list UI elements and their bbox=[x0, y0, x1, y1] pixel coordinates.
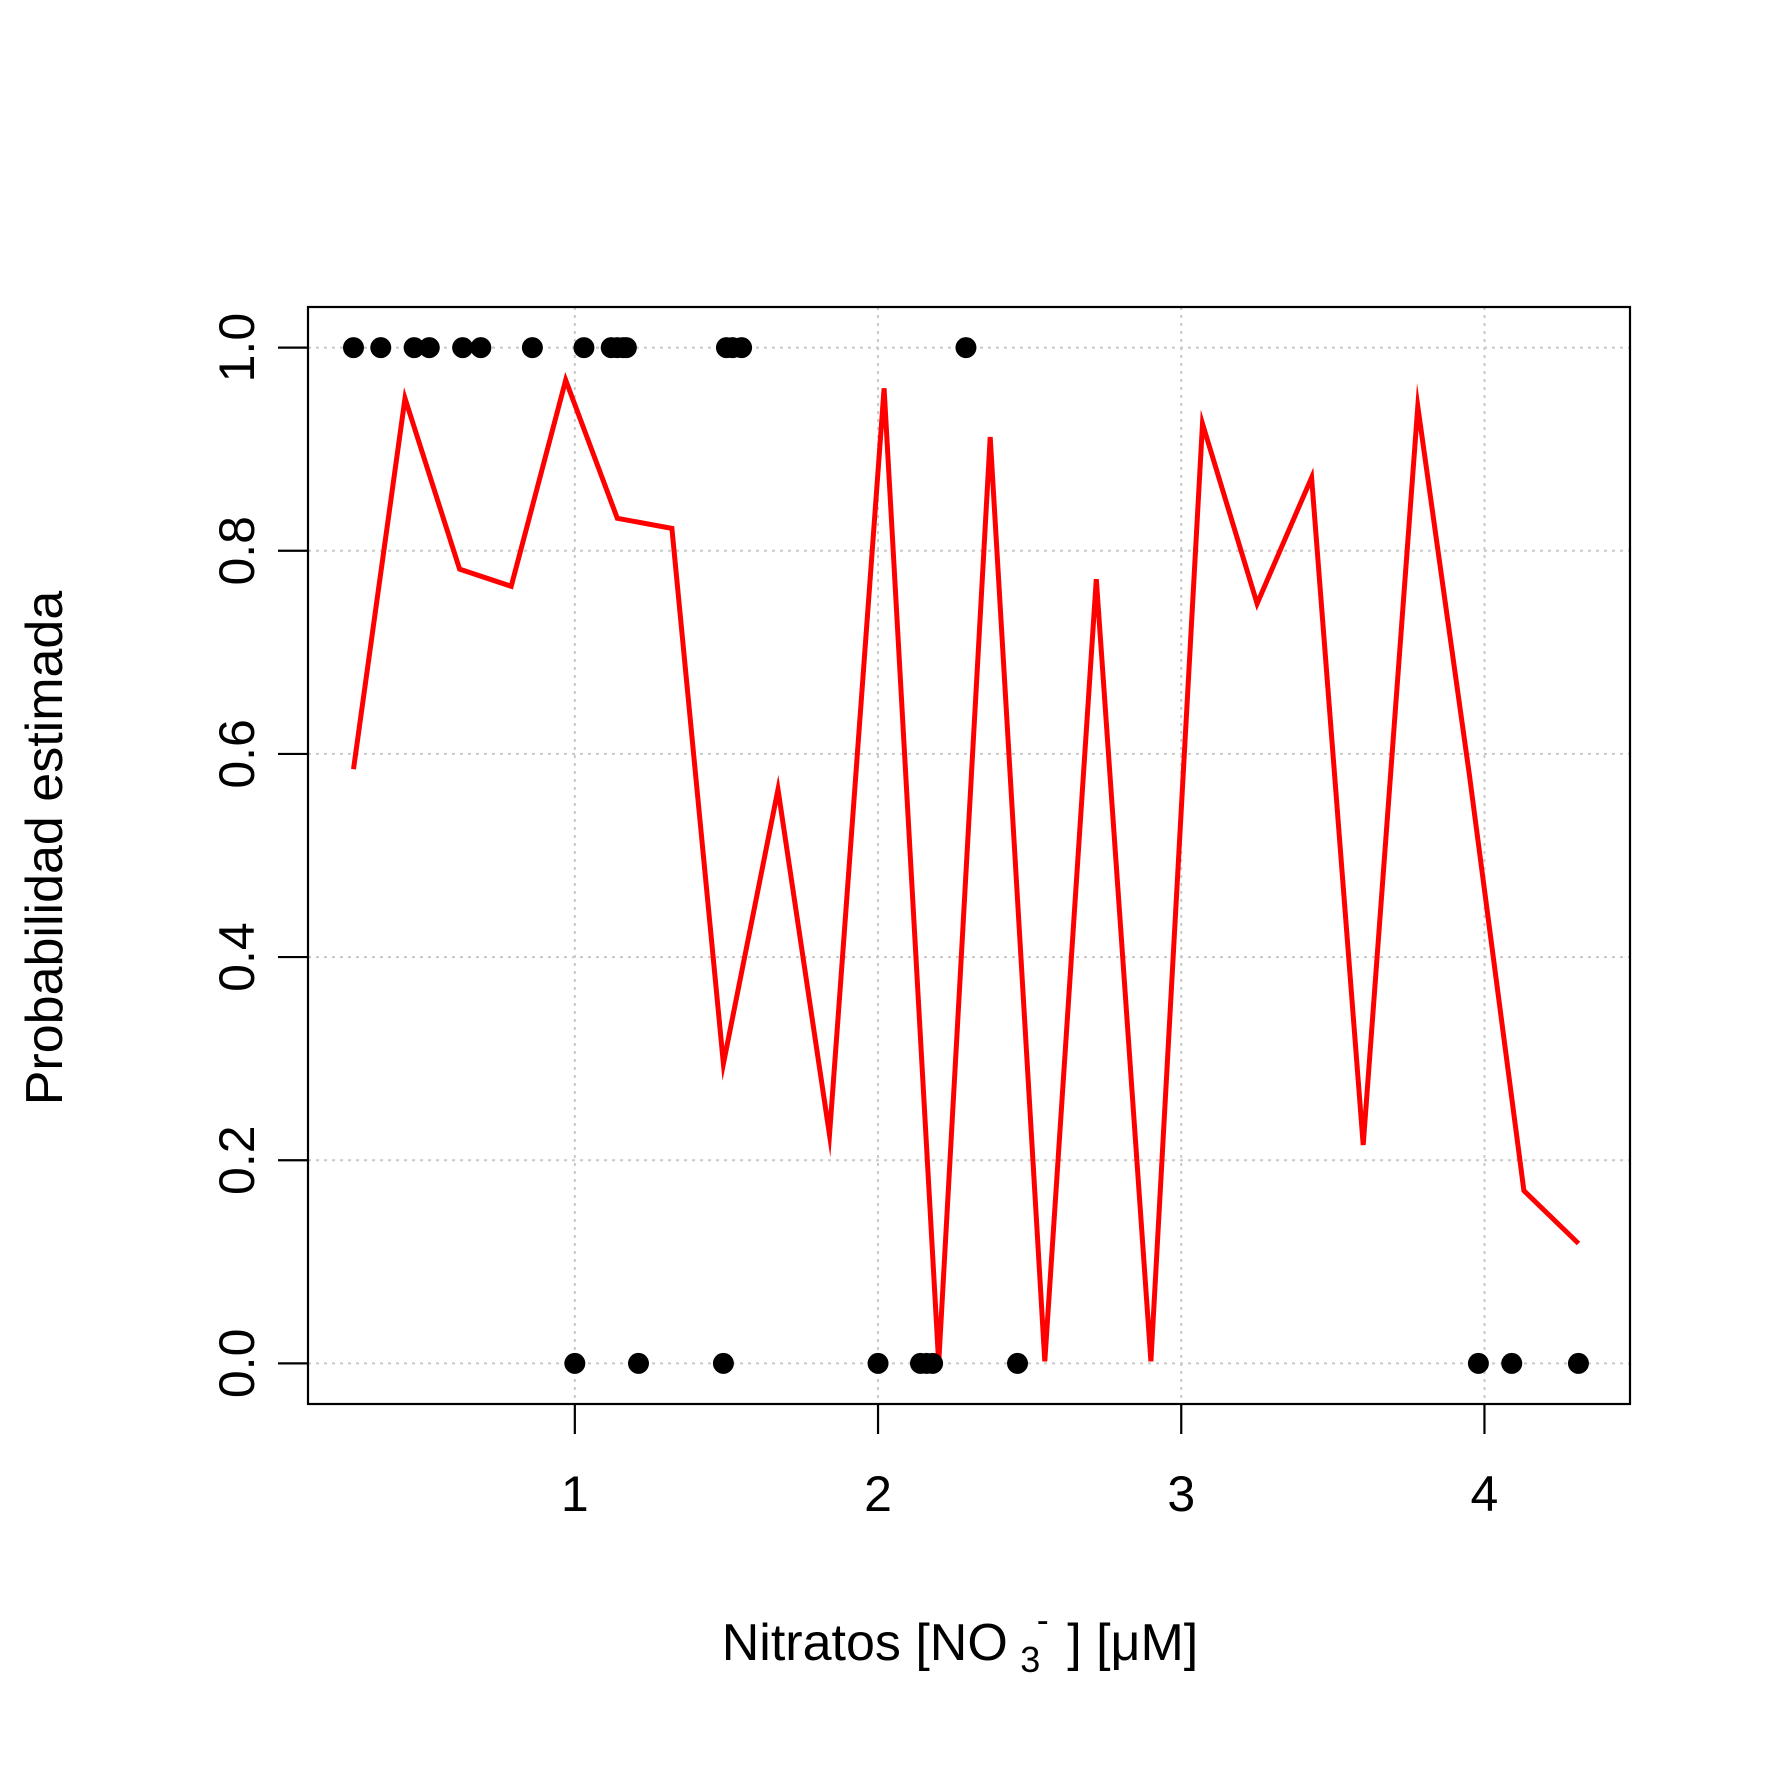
data-point bbox=[615, 337, 637, 359]
grid bbox=[308, 307, 1630, 1404]
data-point bbox=[955, 337, 977, 359]
data-point bbox=[712, 1352, 734, 1374]
x-tick-label: 3 bbox=[1167, 1466, 1195, 1522]
data-point bbox=[628, 1352, 649, 1374]
data-point bbox=[564, 1352, 586, 1374]
data-point bbox=[731, 337, 753, 359]
data-point bbox=[370, 337, 392, 359]
y-axis: 0.0 0.2 0.4 0.6 0.8 1.0 bbox=[209, 313, 308, 1398]
data-point bbox=[1501, 1352, 1523, 1374]
probability-line bbox=[351, 371, 1581, 1364]
data-point bbox=[922, 1352, 944, 1374]
data-point bbox=[867, 1352, 889, 1374]
series-lines bbox=[351, 371, 1581, 1364]
x-axis: 1 2 3 4 bbox=[561, 1404, 1498, 1522]
data-point bbox=[1567, 1352, 1589, 1374]
x-tick-label: 1 bbox=[561, 1466, 589, 1522]
y-tick-label: 0.6 bbox=[209, 719, 265, 789]
plot-frame bbox=[306, 305, 1632, 1406]
data-point bbox=[470, 337, 492, 359]
y-tick-label: 0.2 bbox=[209, 1125, 265, 1195]
data-point bbox=[573, 337, 595, 359]
x-axis-title-superscript: - bbox=[1037, 1599, 1049, 1640]
data-point bbox=[1467, 1352, 1489, 1374]
y-tick-label: 1.0 bbox=[209, 313, 265, 383]
data-point bbox=[521, 337, 543, 359]
x-axis-title: Nitratos [NO 3 - ] [μM] bbox=[722, 1586, 1199, 1684]
y-tick-label: 0.8 bbox=[209, 516, 265, 586]
x-axis-title-suffix: ] [μM] bbox=[1067, 1614, 1198, 1672]
x-axis-title-prefix: Nitratos [NO bbox=[722, 1614, 1008, 1672]
y-axis-title: Probabilidad estimada bbox=[16, 591, 74, 1106]
y-tick-label: 0.0 bbox=[209, 1329, 265, 1399]
data-point bbox=[418, 337, 440, 359]
y-tick-label: 0.4 bbox=[209, 922, 265, 992]
x-tick-label: 2 bbox=[864, 1466, 892, 1522]
x-tick-label: 4 bbox=[1471, 1466, 1499, 1522]
data-point bbox=[342, 337, 364, 359]
data-point bbox=[403, 337, 425, 359]
series-points bbox=[342, 337, 1589, 1374]
data-point bbox=[1007, 1352, 1029, 1374]
x-axis-title-subscript: 3 bbox=[1020, 1639, 1040, 1680]
data-point bbox=[452, 337, 474, 359]
